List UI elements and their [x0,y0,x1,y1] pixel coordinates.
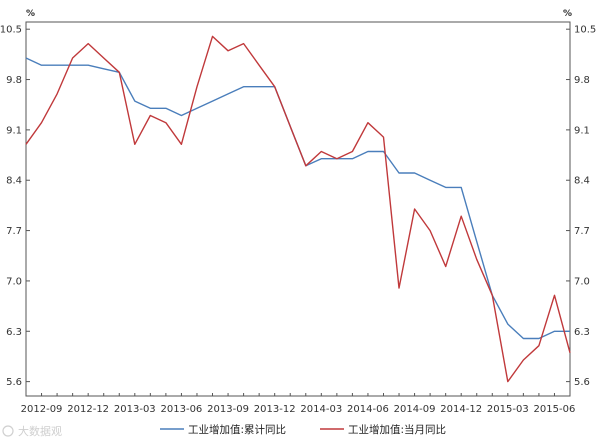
x-tick-label: 2014-03 [300,404,342,415]
left-tick-label: 7.0 [6,276,22,287]
series-line-cumulative [25,57,570,340]
left-unit-label: % [26,9,35,19]
right-tick-label: 10.5 [574,25,596,36]
plot-frame [25,21,571,397]
right-tick-label: 5.6 [574,377,590,388]
x-tick-label: 2013-03 [114,404,156,415]
right-tick-label: 7.0 [574,276,590,287]
series-line-monthly [25,35,571,383]
left-tick-label: 6.3 [6,327,22,338]
legend-label: 工业增加值:当月同比 [348,423,446,436]
x-tick-label: 2013-06 [161,404,203,415]
legend: 工业增加值:累计同比 工业增加值:当月同比 [160,423,446,436]
x-tick-label: 2013-12 [254,404,296,415]
right-tick-label: 8.4 [574,176,590,187]
x-tick-label: 2013-09 [207,404,249,415]
right-axis-ticks: 10.5 9.8 9.1 8.4 7.7 7.0 6.3 5.6 [566,25,596,388]
watermark-text: 大数据观 [18,424,62,438]
x-tick-label: 2015-06 [534,404,576,415]
right-unit-label: % [563,9,572,19]
watermark-logo-icon [2,425,14,437]
left-tick-label: 8.4 [6,176,22,187]
x-tick-label: 2015-03 [487,404,529,415]
watermark: 大数据观 [2,424,62,438]
right-tick-label: 7.7 [574,226,590,237]
left-tick-label: 5.6 [6,377,22,388]
right-tick-label: 6.3 [574,327,590,338]
x-tick-label: 2014-09 [394,404,436,415]
x-tick-label: 2012-09 [21,404,63,415]
left-axis-ticks: 10.5 9.8 9.1 8.4 7.7 7.0 6.3 5.6 [0,25,30,388]
left-tick-label: 9.8 [6,75,22,86]
right-tick-label: 9.1 [574,125,590,136]
x-tick-label: 2014-12 [440,404,482,415]
series-lines [25,35,571,383]
x-tick-label: 2012-12 [67,404,109,415]
left-tick-label: 10.5 [0,25,22,36]
left-tick-label: 9.1 [6,125,22,136]
right-tick-label: 9.8 [574,75,590,86]
x-axis-ticks: 2012-09 2012-12 2013-03 2013-06 2013-09 2013-… [21,393,576,415]
x-tick-label: 2014-06 [347,404,389,415]
left-tick-label: 7.7 [6,226,22,237]
legend-label: 工业增加值:累计同比 [188,423,286,436]
